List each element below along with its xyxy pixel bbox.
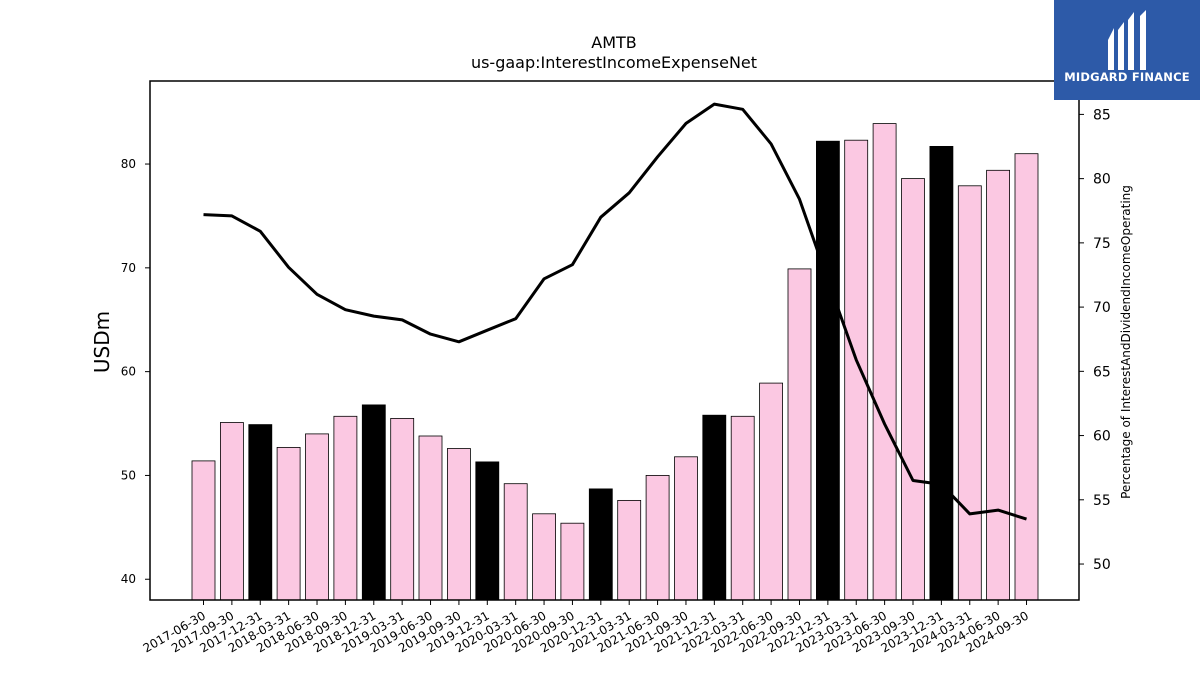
y2-tick-label: 60: [1093, 429, 1111, 445]
bar-2018-12-31: [361, 404, 386, 601]
bar-2021-09-30: [674, 456, 698, 601]
y-tick-label: 70: [121, 261, 136, 275]
bar-2021-06-30: [645, 474, 670, 601]
y-tick-label: 60: [121, 365, 136, 379]
bar-2024-06-30: [986, 169, 1010, 601]
bar-2022-03-31: [730, 415, 755, 601]
y2-tick-label: 85: [1093, 107, 1111, 123]
bar-2019-12-31: [475, 461, 500, 601]
bar-2020-03-31: [503, 483, 528, 601]
bar-2020-09-30: [560, 522, 585, 601]
bar-2023-03-31: [844, 139, 869, 601]
y2-tick-label: 70: [1093, 300, 1111, 316]
bar-2021-12-31: [702, 414, 727, 601]
bar-2018-03-31: [276, 446, 301, 601]
bar-2023-06-30: [872, 123, 897, 601]
chart-subtitle: us-gaap:InterestIncomeExpenseNet: [471, 53, 757, 72]
bar-2021-03-31: [617, 499, 642, 601]
y-tick-label: 50: [121, 468, 136, 482]
y2-tick-label: 80: [1093, 172, 1111, 188]
midgard-finance-logo: MIDGARD FINANCE: [1054, 0, 1200, 100]
y2-tick-label: 75: [1093, 236, 1111, 252]
left-axis: 40 50 60 70 80: [121, 157, 150, 586]
bar-2020-06-30: [532, 513, 556, 601]
right-axis: 50 55 60 65 70 75 80 85: [1079, 107, 1111, 573]
bar-2018-06-30: [305, 433, 329, 601]
bar-2017-09-30: [219, 422, 244, 601]
bar-2023-09-30: [901, 178, 925, 601]
bar-2024-09-30: [1014, 153, 1039, 601]
bar-series: [191, 123, 1039, 601]
bar-2018-09-30: [333, 415, 358, 601]
bar-2019-06-30: [418, 435, 443, 601]
bar-2017-12-31: [248, 424, 273, 601]
x-axis: 2017-06-302017-09-302017-12-312018-03-31…: [141, 600, 1031, 655]
logo-icon: [1108, 10, 1146, 70]
line-series: [203, 102, 1027, 521]
y2-tick-label: 65: [1093, 364, 1111, 380]
y-axis-label: USDm: [90, 311, 114, 373]
bar-2022-06-30: [759, 382, 783, 601]
bar-2024-03-31: [957, 185, 982, 601]
bar-2020-12-31: [588, 488, 613, 601]
logo-text: MIDGARD FINANCE: [1064, 70, 1190, 84]
y-tick-label: 80: [121, 157, 136, 171]
bar-2019-09-30: [446, 448, 471, 601]
bar-2022-09-30: [787, 268, 812, 601]
plot-frame: [149, 80, 1080, 601]
chart-title: AMTB: [591, 33, 637, 52]
bar-2022-12-31: [816, 140, 840, 601]
y-tick-label: 40: [121, 572, 136, 586]
bar-2017-06-30: [191, 460, 216, 601]
y2-tick-label: 50: [1093, 557, 1111, 573]
y2-tick-label: 55: [1093, 493, 1111, 509]
bar-2023-12-31: [929, 145, 954, 601]
y2-axis-label: Percentage of InterestAndDividendIncomeO…: [1119, 185, 1133, 499]
bar-2019-03-31: [390, 417, 415, 601]
line-percentage: [203, 102, 1027, 521]
